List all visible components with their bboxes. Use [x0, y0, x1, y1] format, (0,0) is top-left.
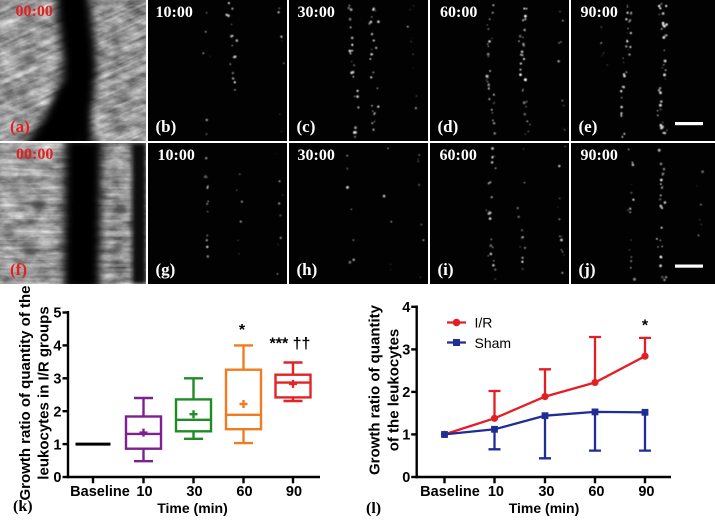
svg-text:90: 90 — [638, 484, 654, 500]
svg-text:*: * — [642, 318, 649, 335]
svg-text:10: 10 — [488, 484, 504, 500]
svg-text:90: 90 — [286, 484, 302, 500]
svg-text:4: 4 — [53, 339, 61, 355]
svg-text:Growth ratio of quantity of th: Growth ratio of quantity of the — [17, 286, 34, 501]
svg-text:1: 1 — [53, 437, 61, 453]
svg-text:Time (min): Time (min) — [157, 500, 228, 516]
svg-text:60: 60 — [588, 484, 604, 500]
svg-text:60: 60 — [236, 484, 252, 500]
svg-text:of the leukocytes: of the leukocytes — [386, 329, 403, 452]
svg-text:Baseline: Baseline — [70, 484, 130, 500]
svg-text:2: 2 — [402, 385, 410, 401]
svg-text:10: 10 — [136, 484, 152, 500]
svg-text:Baseline: Baseline — [420, 484, 480, 500]
svg-text:0: 0 — [402, 470, 410, 486]
svg-text:Growth ratio of quantity: Growth ratio of quantity — [367, 304, 384, 475]
svg-text:Time (min): Time (min) — [509, 500, 580, 516]
svg-text:Sham: Sham — [475, 335, 512, 351]
svg-text:*: * — [239, 322, 246, 339]
svg-text:1: 1 — [402, 428, 410, 444]
svg-text:0: 0 — [53, 470, 61, 486]
svg-text:3: 3 — [53, 372, 61, 388]
svg-text:5: 5 — [53, 306, 61, 322]
svg-text:30: 30 — [538, 484, 554, 500]
svg-text:3: 3 — [402, 343, 410, 359]
svg-text:4: 4 — [402, 300, 410, 316]
svg-text:2: 2 — [53, 404, 61, 420]
svg-text:leukocytes in I/R groups: leukocytes in I/R groups — [36, 306, 53, 479]
svg-text:*** ††: *** †† — [270, 336, 311, 353]
svg-text:30: 30 — [186, 484, 202, 500]
svg-text:I/R: I/R — [475, 315, 493, 331]
